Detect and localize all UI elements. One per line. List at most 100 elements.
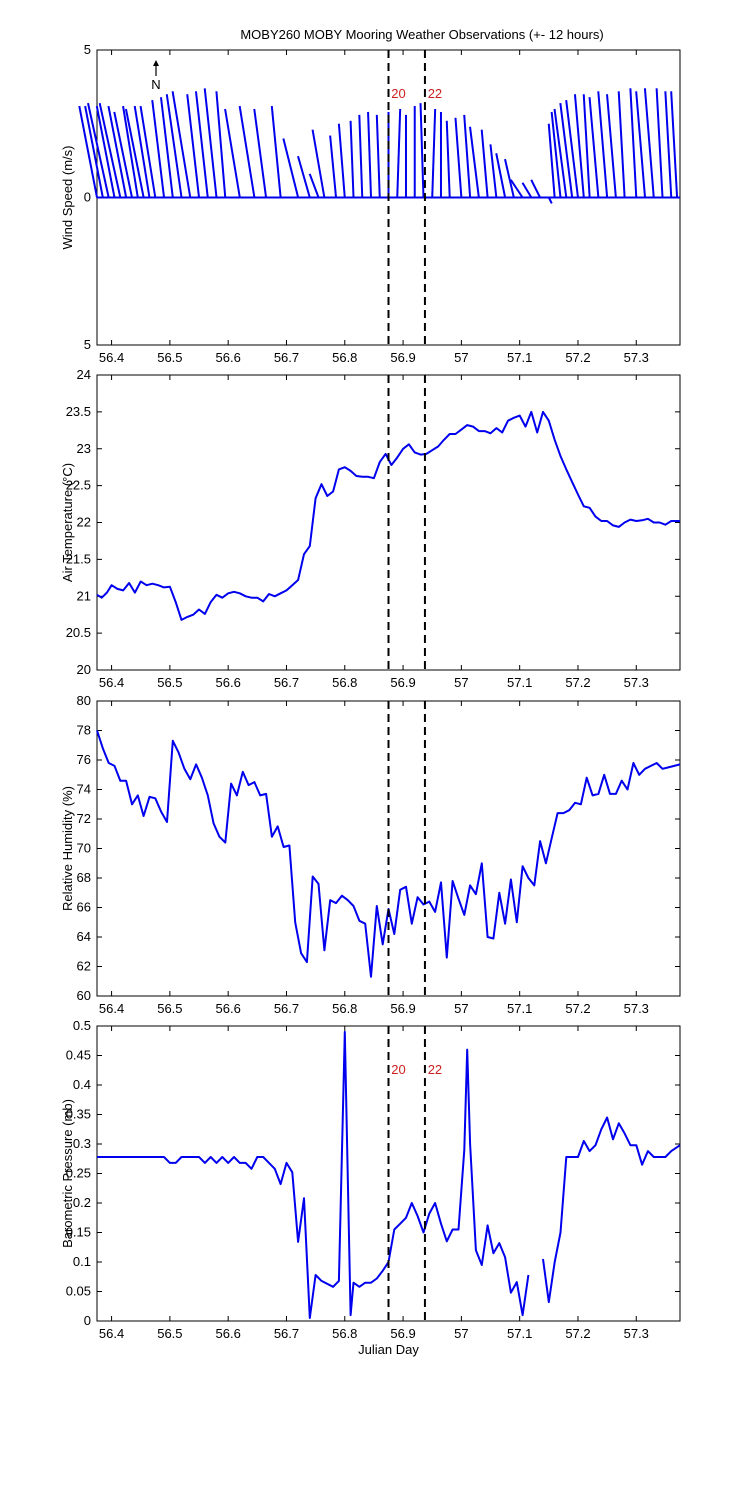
- wind-vector: [107, 105, 128, 198]
- x-tick-label: 56.9: [390, 675, 415, 690]
- wind-vector: [454, 117, 463, 198]
- x-tick-label: 56.9: [390, 1326, 415, 1341]
- north-label: N: [151, 77, 160, 92]
- wind-vector: [617, 91, 626, 198]
- wind-vector: [396, 108, 402, 198]
- wind-vector: [98, 102, 122, 198]
- wind-vector: [431, 108, 437, 198]
- y-tick-label: 0.25: [66, 1166, 91, 1181]
- wind-vector: [358, 114, 364, 198]
- relative-humidity-panel: 56.4 56.5 56.6 56.7 56.8 56.9 57 57.1 57.2 57.3 60…: [60, 693, 681, 1016]
- y-axis-label: Wind Speed (m/s): [60, 145, 75, 249]
- y-tick-label: 0: [84, 190, 91, 205]
- wind-vector: [495, 153, 507, 198]
- barometric-pressure-panel: 56.4 56.5 56.6 56.7 56.8 56.9 57 57.1 57.2 57.3 0 0…: [60, 1018, 681, 1357]
- wind-vector: [87, 102, 110, 198]
- x-tick-label: 57.2: [565, 350, 590, 365]
- y-tick-label: 0.3: [73, 1136, 91, 1151]
- x-tick-label: 57.3: [624, 350, 649, 365]
- wind-vector: [664, 91, 673, 198]
- x-tick-label: 56.7: [274, 350, 299, 365]
- x-tick-label: 57: [454, 1001, 468, 1016]
- y-tick-label: 20.5: [66, 625, 91, 640]
- wind-vector: [559, 102, 574, 198]
- x-tick-label: 56.6: [216, 350, 241, 365]
- wind-vector: [124, 108, 145, 198]
- y-tick-label: 78: [77, 723, 91, 738]
- wind-vector: [419, 103, 425, 198]
- wind-vector: [553, 108, 568, 198]
- x-tick-label: 56.9: [390, 350, 415, 365]
- wind-vector: [186, 94, 201, 198]
- wind-vector: [151, 100, 166, 198]
- wind-vector: [311, 129, 326, 198]
- wind-vector: [463, 114, 472, 198]
- y-tick-label: 0.45: [66, 1048, 91, 1063]
- y-tick-label: 62: [77, 959, 91, 974]
- y-tick-label: 24: [77, 367, 91, 382]
- x-tick-label: 56.8: [332, 1326, 357, 1341]
- wind-vector: [635, 91, 647, 198]
- x-tick-label: 56.8: [332, 1001, 357, 1016]
- wind-vector: [582, 94, 591, 198]
- x-tick-label: 56.6: [216, 675, 241, 690]
- wind-vector: [530, 179, 541, 198]
- time-marker-label: 22: [428, 1062, 442, 1077]
- wind-vector: [606, 94, 617, 198]
- x-tick-label: 57.1: [507, 350, 532, 365]
- wind-vector: [550, 111, 562, 198]
- wind-vector: [215, 91, 227, 198]
- x-tick-label: 56.8: [332, 350, 357, 365]
- y-tick-label: 64: [77, 929, 91, 944]
- wind-vector: [95, 105, 116, 198]
- wind-vector: [565, 100, 579, 198]
- x-tick-label: 57.2: [565, 1001, 590, 1016]
- x-tick-label: 56.4: [99, 350, 124, 365]
- wind-vector: [367, 111, 373, 198]
- x-tick-label: 56.7: [274, 1326, 299, 1341]
- y-tick-label: 21: [77, 588, 91, 603]
- x-tick-label: 57.3: [624, 1326, 649, 1341]
- y-tick-label: 22.5: [66, 478, 91, 493]
- wind-vector: [337, 123, 346, 198]
- x-tick-label: 56.7: [274, 1001, 299, 1016]
- wind-vector: [573, 94, 585, 198]
- data-series-line: [97, 1030, 681, 1319]
- wind-vector: [113, 111, 133, 198]
- time-marker-label: 20: [391, 86, 405, 101]
- wind-vector: [629, 88, 638, 198]
- wind-vector: [509, 179, 524, 199]
- y-tick-label: 68: [77, 870, 91, 885]
- wind-vector: [133, 105, 151, 198]
- y-tick-label: 5: [84, 42, 91, 57]
- wind-vector: [469, 126, 480, 198]
- y-axis-label: Relative Humidity (%): [60, 786, 75, 911]
- wind-vector: [445, 120, 451, 198]
- y-tick-label: 0.4: [73, 1077, 91, 1092]
- wind-vector: [349, 120, 355, 198]
- wind-vector: [139, 105, 157, 198]
- y-tick-label: 22: [77, 515, 91, 530]
- y-tick-label: 76: [77, 752, 91, 767]
- wind-vector: [521, 182, 533, 199]
- data-series-line: [96, 410, 680, 621]
- wind-vector: [224, 108, 241, 198]
- x-tick-label: 56.6: [216, 1326, 241, 1341]
- wind-vector: [547, 197, 553, 204]
- y-tick-label: 74: [77, 782, 91, 797]
- wind-vector: [643, 88, 655, 198]
- x-tick-label: 57.1: [507, 1326, 532, 1341]
- wind-vector: [597, 91, 609, 198]
- x-tick-label: 57: [454, 1326, 468, 1341]
- wind-vector: [308, 173, 320, 198]
- wind-vector: [159, 97, 174, 198]
- wind-vector: [238, 105, 256, 198]
- wind-vector: [78, 105, 98, 198]
- x-tick-label: 57.1: [507, 675, 532, 690]
- x-tick-label: 57.3: [624, 1001, 649, 1016]
- wind-vector: [547, 123, 556, 198]
- wind-vector: [194, 91, 209, 198]
- x-tick-label: 56.4: [99, 1326, 124, 1341]
- wind-vector: [329, 135, 338, 198]
